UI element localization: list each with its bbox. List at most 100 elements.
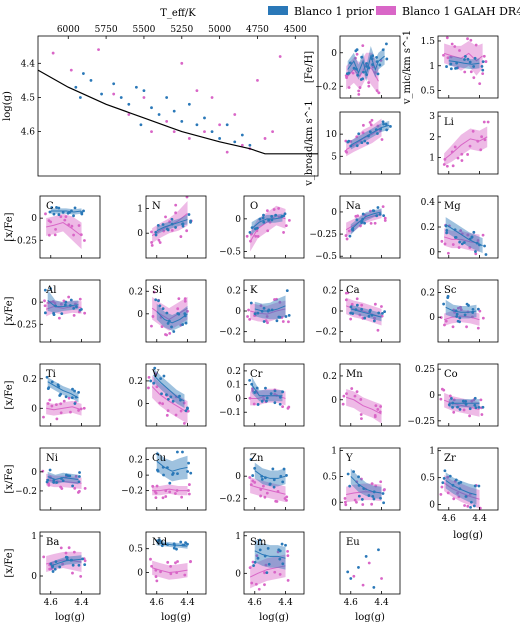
galah-point bbox=[203, 130, 206, 134]
galah-point bbox=[374, 404, 378, 407]
xlabel: log(g) bbox=[453, 530, 483, 541]
galah-point bbox=[355, 500, 358, 504]
prior-point bbox=[78, 96, 82, 99]
prior-point bbox=[160, 544, 164, 548]
plot-area bbox=[151, 450, 193, 500]
galah-point bbox=[359, 224, 362, 228]
galah-point bbox=[273, 570, 277, 574]
prior-point bbox=[161, 465, 165, 469]
galah-point bbox=[440, 485, 444, 489]
prior-line bbox=[50, 210, 82, 213]
prior-point bbox=[472, 230, 476, 234]
galah-point bbox=[74, 474, 78, 478]
galah-point bbox=[278, 55, 282, 58]
prior-point bbox=[354, 308, 358, 312]
prior-point bbox=[450, 397, 453, 400]
axes-frame bbox=[145, 363, 207, 427]
prior-point bbox=[183, 312, 187, 316]
galah-point bbox=[354, 56, 357, 60]
prior-point bbox=[270, 218, 274, 222]
galah-point bbox=[282, 231, 285, 234]
prior-point bbox=[154, 233, 158, 237]
prior-point bbox=[265, 396, 269, 400]
galah-band bbox=[152, 375, 188, 424]
prior-point bbox=[43, 288, 47, 292]
galah-point bbox=[367, 81, 371, 84]
prior-point bbox=[187, 213, 191, 216]
prior-band bbox=[254, 295, 286, 320]
prior-point bbox=[266, 546, 270, 550]
prior-point bbox=[46, 478, 50, 482]
galah-line bbox=[152, 567, 188, 574]
axes-frame bbox=[145, 531, 207, 595]
prior-point bbox=[473, 403, 477, 407]
galah-point bbox=[373, 302, 377, 306]
galah-point bbox=[187, 483, 191, 486]
galah-point bbox=[251, 560, 255, 564]
galah-point bbox=[458, 49, 461, 52]
element-label: Ca bbox=[346, 285, 360, 296]
ytick-label: 0 bbox=[31, 572, 37, 582]
prior-point bbox=[469, 500, 473, 504]
galah-point bbox=[373, 414, 377, 417]
prior-point bbox=[446, 296, 450, 299]
prior-point bbox=[50, 206, 54, 209]
ytick-label: 0.2 bbox=[421, 223, 435, 233]
plot-area bbox=[43, 287, 87, 320]
galah-point bbox=[174, 413, 178, 417]
prior-point bbox=[69, 298, 73, 302]
prior-point bbox=[281, 562, 285, 566]
galah-point bbox=[155, 385, 159, 389]
ytick-label: 0.4 bbox=[421, 198, 436, 208]
prior-point bbox=[285, 289, 289, 293]
prior-point bbox=[362, 487, 366, 490]
prior-line bbox=[350, 476, 382, 494]
galah-point bbox=[368, 120, 372, 124]
prior-point bbox=[389, 125, 392, 128]
prior-point bbox=[70, 209, 73, 213]
prior-point bbox=[139, 123, 143, 127]
galah-point bbox=[460, 152, 464, 156]
galah-point bbox=[286, 578, 290, 582]
plot-area bbox=[246, 289, 291, 325]
galah-point bbox=[183, 573, 187, 577]
prior-point bbox=[176, 472, 179, 476]
galah-point bbox=[459, 305, 462, 309]
galah-point bbox=[463, 504, 466, 507]
galah-point bbox=[164, 495, 168, 498]
xtick-label: 4.4 bbox=[180, 598, 195, 608]
galah-point bbox=[379, 405, 383, 408]
prior-point bbox=[171, 473, 174, 476]
plot-area bbox=[344, 291, 386, 332]
galah-point bbox=[158, 401, 162, 405]
plot-area bbox=[439, 387, 485, 418]
prior-point bbox=[454, 478, 458, 482]
prior-band bbox=[254, 539, 286, 570]
ytick-label: −0.2 bbox=[315, 328, 337, 338]
prior-point bbox=[357, 475, 360, 479]
galah-point bbox=[70, 224, 74, 228]
prior-point bbox=[80, 307, 83, 311]
galah-point bbox=[278, 572, 282, 576]
prior-point bbox=[168, 481, 172, 485]
galah-point bbox=[64, 551, 68, 555]
prior-point bbox=[269, 392, 273, 396]
prior-point bbox=[187, 102, 191, 106]
galah-point bbox=[263, 571, 266, 575]
galah-point bbox=[286, 554, 290, 558]
ylabel: [x/Fe] bbox=[4, 212, 15, 241]
galah-point bbox=[443, 242, 447, 246]
prior-point bbox=[473, 396, 477, 400]
galah-point bbox=[369, 221, 373, 225]
prior-point bbox=[378, 212, 382, 216]
prior-point bbox=[455, 315, 459, 318]
ytick-label: 0.2 bbox=[129, 456, 143, 466]
galah-point bbox=[83, 311, 87, 315]
prior-point bbox=[445, 229, 449, 232]
galah-point bbox=[187, 137, 191, 140]
ytick-label: 0.2 bbox=[23, 375, 37, 385]
panel-Cr: −0.1 0 0.1 0.2 Cr bbox=[219, 363, 305, 427]
galah-point bbox=[169, 572, 173, 576]
prior-point bbox=[456, 405, 459, 409]
prior-line bbox=[153, 374, 185, 402]
